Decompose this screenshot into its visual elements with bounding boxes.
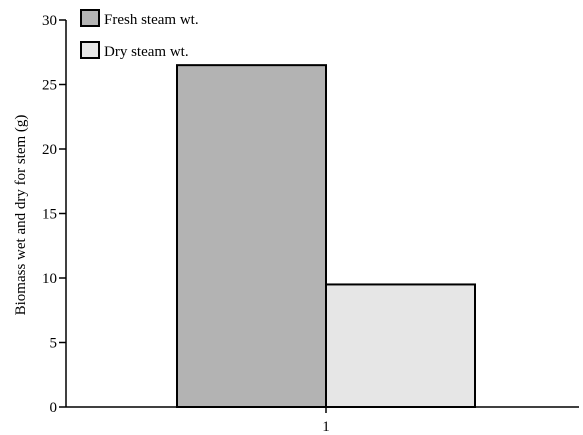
y-tick-label-10: 10 [42, 271, 57, 287]
x-tick-label-1: 1 [322, 419, 330, 435]
bar-fresh-steam-wt [176, 64, 327, 409]
legend-swatch-2 [80, 41, 100, 59]
y-tick-label-0: 0 [50, 400, 58, 416]
legend-label-2: Dry steam wt. [104, 44, 189, 60]
bar-dry-steam-wt [325, 283, 476, 409]
y-tick-label-30: 30 [42, 13, 57, 29]
y-tick-label-15: 15 [42, 207, 57, 223]
legend: Fresh steam wt. Dry steam wt. [80, 9, 199, 60]
y-axis-title: Biomass wet and dry for stem (g) [13, 115, 29, 316]
bars-group [176, 64, 476, 409]
y-tick-label-5: 5 [50, 336, 58, 352]
y-tick-label-20: 20 [42, 142, 57, 158]
legend-swatch-1 [80, 9, 100, 27]
x-axis: 1 [66, 406, 579, 435]
y-tick-label-25: 25 [42, 78, 57, 94]
y-axis: 0 5 10 15 20 25 30 [42, 13, 67, 416]
legend-label-1: Fresh steam wt. [104, 12, 199, 28]
